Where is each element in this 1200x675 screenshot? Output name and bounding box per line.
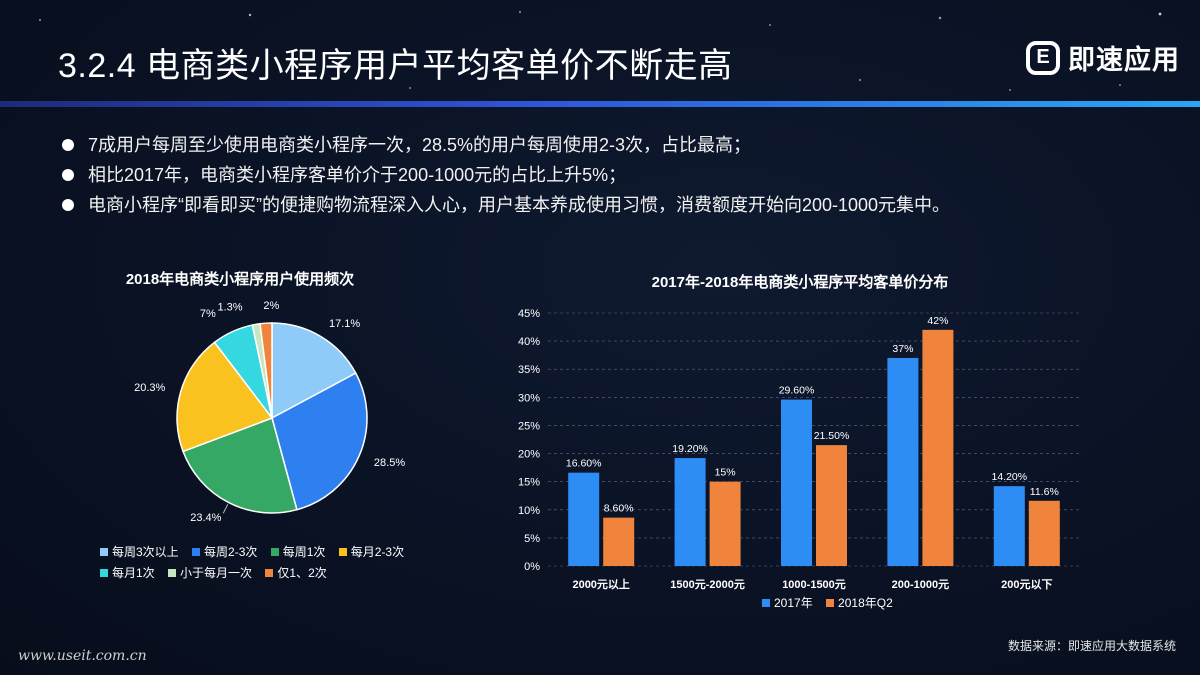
legend-item: 每周2-3次 [192,541,257,562]
pie-slice [271,372,368,511]
bar [922,329,954,566]
bullet-item: 7成用户每周至少使用电商类小程序一次，28.5%的用户每周使用2-3次，占比最高… [62,130,950,160]
legend-swatch [265,568,274,577]
bar-data-label: 21.50% [814,430,850,442]
y-tick-label: 45% [518,308,540,320]
legend-label: 每月1次 [112,566,155,580]
page-title: 3.2.4 电商类小程序用户平均客单价不断走高 [58,47,733,85]
bullet-list: 7成用户每周至少使用电商类小程序一次，28.5%的用户每周使用2-3次，占比最高… [62,130,950,220]
pie-data-label: 2% [263,300,279,312]
legend-label: 每周1次 [282,545,326,559]
x-tick-label: 200元以下 [1001,578,1052,591]
pie-data-label: 1.3% [217,301,242,313]
legend-item: 2018年Q2 [826,592,893,613]
bar-data-label: 8.60% [604,503,634,515]
legend-item: 每周3次以上 [100,541,179,562]
bullet-item: 相比2017年，电商类小程序客单价介于200-1000元的占比上升5%； [62,160,950,190]
legend-swatch [270,547,279,556]
y-tick-label: 15% [518,477,540,489]
bar [709,481,741,566]
bar-data-label: 29.60% [779,385,815,397]
x-tick-label: 200-1000元 [892,578,950,591]
x-tick-label: 1500元-2000元 [670,578,745,591]
bullet-dot-icon [62,199,74,211]
pie-leader-line [222,504,229,514]
legend-item: 每周1次 [270,541,326,562]
pie-chart-title: 2018年电商类小程序用户使用频次 [125,271,355,288]
pie-chart: 17.1% 28.5% 23.4% 20.3% 7%1.3% 2% [134,300,405,524]
bar [993,486,1025,566]
header-divider [0,101,1200,107]
legend-swatch [100,547,108,556]
bar [816,445,847,566]
pie-slice [182,417,298,514]
pie-data-label: 28.5% [374,457,405,469]
pie-data-label: 23.4% [190,512,221,524]
legend-label: 2018年Q2 [838,596,893,610]
bullet-item: 电商小程序“即看即买”的便捷购物流程深入人心，用户基本养成使用习惯，消费额度开始… [62,190,950,220]
bar-data-label: 11.6% [1030,486,1059,498]
legend-item: 小于每月一次 [168,562,252,583]
legend-label: 小于每月一次 [180,566,253,580]
bar [568,472,600,566]
bar-legend: 2017年 2018年Q2 [762,592,903,613]
bullet-dot-icon [62,169,74,181]
bar-data-label: 14.20% [991,471,1027,483]
bullet-text: 7成用户每周至少使用电商类小程序一次，28.5%的用户每周使用2-3次，占比最高… [88,135,752,155]
pie-data-label: 17.1% [329,318,360,330]
y-tick-label: 40% [518,336,540,348]
legend-label: 每周3次以上 [112,545,179,559]
y-tick-label: 10% [518,505,540,517]
bullet-dot-icon [62,139,74,151]
legend-item: 仅1、2次 [265,562,327,583]
pie-data-label: 20.3% [134,382,165,394]
bar-chart-title: 2017年-2018年电商类小程序平均客单价分布 [651,274,949,291]
pie-slice [271,322,357,420]
bar-data-label: 19.20% [672,443,708,455]
pie-slice [176,341,274,453]
legend-swatch [100,568,108,577]
legend-swatch [826,598,835,607]
bullet-text: 电商小程序“即看即买”的便捷购物流程深入人心，用户基本养成使用习惯，消费额度开始… [88,195,951,215]
bar-data-label: 37% [892,343,913,355]
y-tick-label: 0% [524,561,540,573]
x-tick-label: 2000元以上 [572,577,629,591]
bar-data-label: 15% [715,467,736,479]
bar [674,458,706,566]
bar-data-label: 16.60% [566,458,602,470]
y-tick-label: 5% [524,533,540,545]
legend-item: 2017年 [762,592,813,613]
pie-data-label: 7% [200,308,216,320]
watermark: www.useit.com.cn [18,648,147,664]
pie-legend: 每周3次以上 每周2-3次 每周1次 每月2-3次 每月1次 小于每月一次 仅1… [100,541,460,583]
y-tick-label: 20% [518,449,540,461]
brand-logo-icon: E [1026,40,1060,75]
y-tick-label: 30% [518,392,540,404]
legend-label: 每月2-3次 [350,545,405,559]
brand-name: 即速应用 [1068,45,1180,75]
bar [1028,500,1060,566]
bar [603,517,635,566]
legend-swatch [338,547,347,556]
brand: E 即速应用 [1026,38,1180,77]
y-tick-label: 35% [518,364,540,376]
x-tick-label: 1000-1500元 [782,578,846,591]
y-tick-label: 25% [518,420,540,432]
legend-label: 仅1、2次 [277,566,327,580]
legend-item: 每月1次 [100,562,155,583]
bar-chart: 0% 5% 10% 15% 20% 25% 30% 35% 40% 45% 16.60% 8.60% 2… [518,308,1080,591]
bullet-text: 相比2017年，电商类小程序客单价介于200-1000元的占比上升5%； [88,165,627,185]
data-source: 数据来源：即速应用大数据系统 [1007,639,1176,653]
legend-swatch [168,568,177,577]
legend-item: 每月2-3次 [338,541,405,562]
pie-slice [259,322,273,419]
bar [887,357,919,566]
legend-swatch [192,547,201,556]
legend-swatch [762,598,770,607]
bar-data-label: 42% [927,315,948,327]
legend-label: 每周2-3次 [204,545,258,559]
legend-label: 2017年 [774,596,813,610]
bar [781,399,812,566]
